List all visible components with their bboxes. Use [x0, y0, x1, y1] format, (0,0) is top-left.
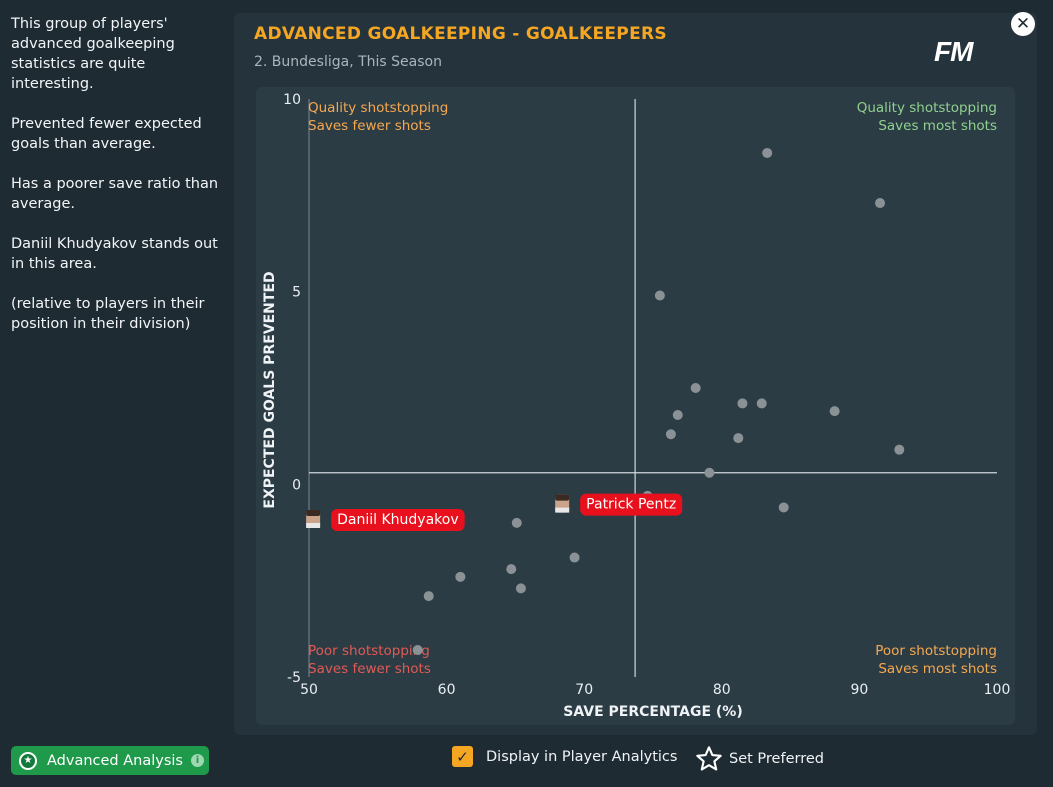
data-point [704, 467, 715, 478]
data-point [756, 398, 767, 409]
insight-paragraph-3: Has a poorer save ratio than average. [11, 176, 219, 212]
data-point [778, 502, 789, 513]
set-preferred-button[interactable]: Set Preferred [695, 745, 824, 773]
data-point [654, 290, 665, 301]
highlight-player-label: Patrick Pentz [586, 497, 676, 513]
y-tick-label: 10 [283, 92, 301, 108]
insight-paragraph-4: Daniil Khudyakov stands out in this area… [11, 236, 218, 272]
highlight-player-label-bg [331, 509, 465, 532]
quadrant-top-left-line1: Quality shotstopping [308, 100, 448, 116]
y-axis-title: EXPECTED GOALS PREVENTED [262, 271, 278, 508]
data-point [506, 564, 517, 575]
data-point [672, 409, 683, 420]
data-point [515, 583, 526, 594]
x-tick-label: 60 [438, 682, 456, 698]
highlight-player-label: Daniil Khudyakov [337, 512, 459, 528]
quadrant-bottom-right-line2: Saves most shots [878, 661, 997, 677]
y-tick-label: 0 [292, 477, 301, 493]
player-avatar-hair [555, 494, 570, 501]
star-outline-icon [696, 746, 722, 771]
data-point [875, 198, 886, 209]
data-point [737, 398, 748, 409]
y-tick-label: -5 [287, 670, 301, 686]
chart-title: ADVANCED GOALKEEPING - GOALKEEPERS [254, 24, 667, 44]
data-point [690, 383, 701, 393]
data-point [412, 645, 423, 656]
set-preferred-label: Set Preferred [729, 751, 824, 767]
quadrant-bottom-right-line1: Poor shotstopping [875, 643, 997, 659]
insight-text: This group of players' advanced goalkeep… [11, 14, 221, 354]
highlight-player-marker [306, 510, 321, 529]
fm-logo: FM [934, 36, 973, 67]
chart-subtitle: 2. Bundesliga, This Season [254, 54, 442, 70]
close-button[interactable]: ✕ [1011, 12, 1035, 36]
x-tick-label: 50 [300, 682, 318, 698]
x-tick-label: 100 [984, 682, 1011, 698]
insight-paragraph-1: This group of players' advanced goalkeep… [11, 16, 175, 92]
analysis-star-icon: ★ [19, 751, 37, 770]
highlight-player-marker [555, 494, 570, 513]
highlight-player-label-bg [580, 493, 683, 516]
data-point [423, 591, 434, 602]
data-point [511, 517, 522, 528]
advanced-analysis-button[interactable]: ★ Advanced Analysis i [11, 746, 209, 775]
y-tick-label: 5 [292, 285, 301, 301]
player-avatar-shirt [555, 507, 570, 513]
x-axis-title: SAVE PERCENTAGE (%) [563, 704, 742, 720]
data-point [665, 429, 676, 440]
quadrant-bottom-left-line2: Saves fewer shots [308, 661, 431, 677]
data-point [569, 552, 580, 563]
quadrant-top-left-line2: Saves fewer shots [308, 118, 431, 134]
data-point [894, 444, 905, 455]
close-icon: ✕ [1015, 14, 1031, 34]
quadrant-bottom-left-line1: Poor shotstopping [308, 643, 430, 659]
insight-paragraph-2: Prevented fewer expected goals than aver… [11, 116, 202, 152]
display-label: Display in Player Analytics [486, 748, 678, 765]
display-checkbox[interactable]: ✓ [452, 746, 473, 767]
data-point [455, 571, 466, 582]
data-point [829, 406, 840, 417]
insight-paragraph-5: (relative to players in their position i… [11, 296, 205, 332]
x-tick-label: 80 [713, 682, 731, 698]
x-tick-label: 90 [850, 682, 868, 698]
advanced-analysis-label: Advanced Analysis [47, 752, 183, 769]
player-avatar-hair [306, 510, 321, 517]
data-point [733, 433, 744, 444]
info-icon[interactable]: i [190, 754, 204, 767]
quadrant-top-right-line2: Saves most shots [878, 118, 997, 134]
quadrant-top-right-line1: Quality shotstopping [857, 100, 997, 116]
x-tick-label: 70 [575, 682, 593, 698]
display-in-analytics-toggle[interactable]: ✓ Display in Player Analytics [452, 746, 677, 767]
player-avatar-shirt [306, 523, 321, 529]
data-point [762, 147, 773, 158]
